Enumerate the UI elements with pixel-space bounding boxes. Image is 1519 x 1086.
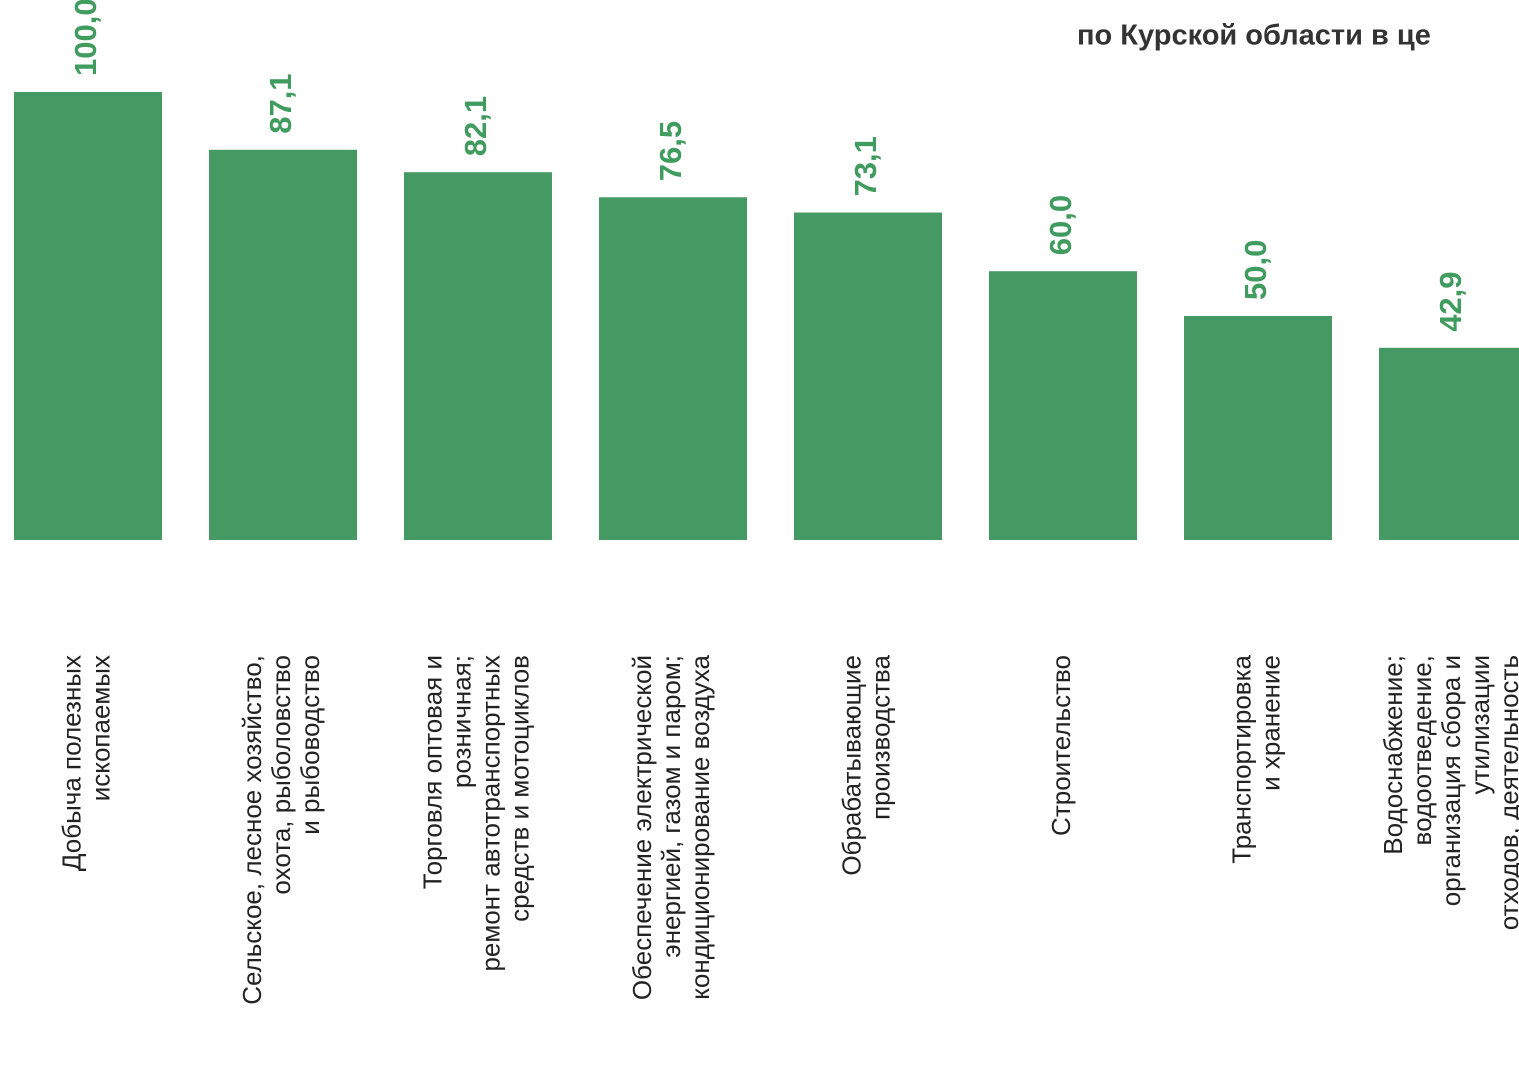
bar bbox=[14, 92, 162, 540]
category-label-group: Строительство bbox=[1046, 655, 1076, 836]
bar bbox=[1379, 347, 1519, 540]
value-label: 60,0 bbox=[1043, 195, 1078, 255]
x-tick-label: Строительство bbox=[1046, 655, 1076, 836]
value-label: 82,1 bbox=[458, 96, 493, 156]
value-label: 87,1 bbox=[263, 73, 298, 133]
bar bbox=[209, 149, 357, 541]
bar bbox=[1184, 316, 1332, 540]
x-tick-label: Транспортировкаи хранение bbox=[1226, 654, 1285, 863]
x-tick-label: Торговля оптовая ирозничная;ремонт автот… bbox=[417, 655, 534, 972]
x-tick-label: Добыча полезныхископаемых bbox=[56, 655, 115, 871]
category-label-group: Добыча полезныхископаемых bbox=[56, 655, 115, 871]
value-label: 100,0 bbox=[68, 0, 103, 76]
value-label: 76,5 bbox=[653, 121, 688, 181]
bar bbox=[599, 197, 747, 540]
category-label-group: Торговля оптовая ирозничная;ремонт автот… bbox=[417, 655, 534, 972]
chart-title: по Курской области в це bbox=[1077, 20, 1431, 52]
category-label-group: Транспортировкаи хранение bbox=[1226, 654, 1285, 863]
x-tick-label: Обеспечение электрическойэнергией, газом… bbox=[627, 654, 715, 1000]
bar bbox=[989, 271, 1137, 540]
bar bbox=[794, 212, 942, 540]
category-label-group: Водоснабжение;водоотведение,организация … bbox=[1378, 655, 1519, 930]
category-label-group: Сельское, лесное хозяйство,охота, рыболо… bbox=[237, 655, 325, 1005]
value-label: 42,9 bbox=[1433, 271, 1468, 331]
bar bbox=[404, 172, 552, 540]
x-tick-label: Обрабатывающиепроизводства bbox=[836, 654, 895, 875]
x-tick-label: Сельское, лесное хозяйство,охота, рыболо… bbox=[237, 655, 325, 1005]
category-label-group: Обрабатывающиепроизводства bbox=[836, 654, 895, 875]
x-tick-label: Водоснабжение;водоотведение,организация … bbox=[1378, 655, 1519, 930]
value-label: 73,1 bbox=[848, 136, 883, 196]
category-label-group: Обеспечение электрическойэнергией, газом… bbox=[627, 654, 715, 1000]
value-label: 50,0 bbox=[1238, 240, 1273, 300]
